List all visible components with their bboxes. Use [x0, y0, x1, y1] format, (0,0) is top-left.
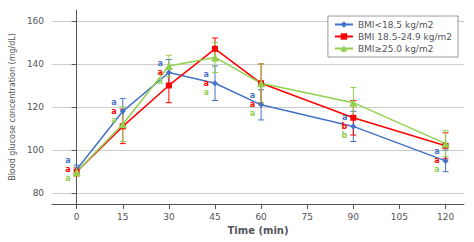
svg-text:a: a — [157, 59, 162, 68]
svg-text:a: a — [65, 174, 70, 183]
svg-text:45: 45 — [209, 212, 220, 222]
svg-text:160: 160 — [27, 16, 44, 26]
svg-text:a: a — [250, 100, 255, 109]
svg-text:a: a — [204, 79, 209, 88]
svg-text:a: a — [111, 98, 116, 107]
svg-text:100: 100 — [27, 145, 44, 155]
svg-text:140: 140 — [27, 59, 44, 69]
svg-text:a: a — [434, 156, 439, 165]
svg-text:15: 15 — [117, 212, 128, 222]
svg-text:120: 120 — [27, 102, 44, 112]
svg-text:a: a — [157, 77, 162, 86]
svg-text:80: 80 — [33, 188, 45, 198]
svg-text:60: 60 — [255, 212, 267, 222]
svg-text:Time (min): Time (min) — [228, 225, 289, 236]
svg-text:30: 30 — [163, 212, 175, 222]
svg-text:a: a — [434, 147, 439, 156]
svg-text:a: a — [65, 156, 70, 165]
svg-text:a: a — [434, 165, 439, 174]
svg-text:a: a — [157, 68, 162, 77]
svg-text:a: a — [65, 165, 70, 174]
svg-text:105: 105 — [391, 212, 408, 222]
svg-text:BMI 18.5-24.9 kg/m2: BMI 18.5-24.9 kg/m2 — [358, 32, 452, 42]
svg-text:90: 90 — [348, 212, 360, 222]
svg-text:a: a — [250, 91, 255, 100]
svg-text:BMI<18.5 kg/m2: BMI<18.5 kg/m2 — [358, 20, 434, 30]
svg-text:BMI≥25.0 kg/m2: BMI≥25.0 kg/m2 — [358, 44, 434, 54]
svg-text:a: a — [204, 70, 209, 79]
svg-text:b: b — [342, 122, 348, 131]
svg-text:75: 75 — [301, 212, 312, 222]
svg-text:0: 0 — [74, 212, 80, 222]
svg-text:Blood glucose concentration (m: Blood glucose concentration (mg/dL) — [8, 33, 17, 181]
svg-text:120: 120 — [437, 212, 454, 222]
svg-text:b: b — [342, 131, 348, 140]
svg-text:a: a — [204, 88, 209, 97]
svg-text:a: a — [111, 116, 116, 125]
svg-text:a: a — [250, 109, 255, 118]
svg-text:a: a — [111, 107, 116, 116]
svg-text:a: a — [342, 113, 347, 122]
